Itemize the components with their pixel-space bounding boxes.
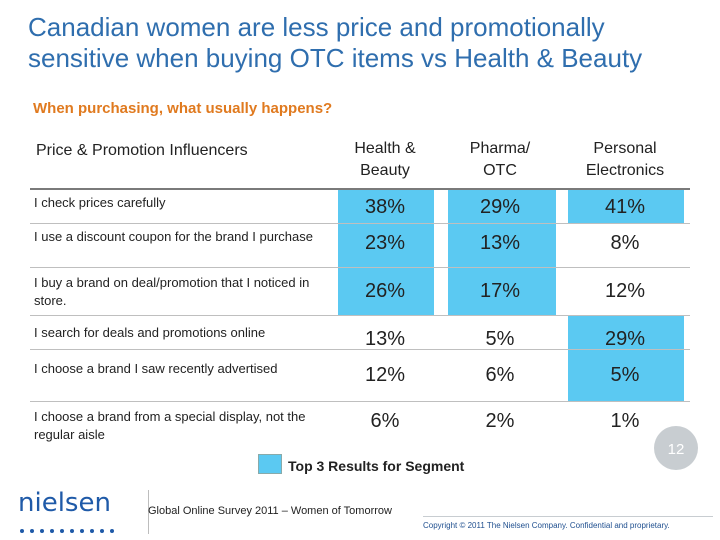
highlight-cell [338, 190, 434, 223]
header-line: Beauty [360, 162, 410, 179]
value-pharma-otc: 5% [485, 328, 515, 350]
value-personal-electronics: 12% [604, 280, 646, 302]
row-label: I choose a brand I saw recently advertis… [34, 361, 278, 376]
source-note: Global Online Survey 2011 – Women of Tom… [148, 505, 392, 517]
header-health-beauty: Health & Beauty [330, 138, 440, 182]
highlight-cell [448, 268, 556, 315]
value-personal-electronics: 1% [610, 410, 640, 432]
value-pharma-otc: 2% [485, 410, 515, 432]
highlight-cell [568, 350, 684, 401]
value-health-beauty: 23% [364, 232, 406, 254]
value-health-beauty: 26% [364, 280, 406, 302]
row-label: I search for deals and promotions online [34, 325, 266, 340]
header-divider [30, 188, 690, 190]
row-label: I use a discount coupon for the brand I … [34, 229, 313, 244]
footer-rule [423, 516, 713, 517]
value-personal-electronics: 5% [610, 364, 640, 386]
table-row: I choose a brand from a special display,… [30, 402, 690, 448]
header-line: Electronics [585, 162, 665, 179]
value-pharma-otc: 13% [479, 232, 521, 254]
page-number: 12 [654, 426, 698, 470]
value-pharma-otc: 17% [479, 280, 521, 302]
value-health-beauty: 6% [370, 410, 400, 432]
row-label: I check prices carefully [34, 195, 166, 210]
row-label: I choose a brand from a special display,… [34, 409, 306, 442]
highlight-cell [568, 316, 684, 349]
table-row: I use a discount coupon for the brand I … [30, 224, 690, 268]
value-pharma-otc: 29% [479, 196, 521, 218]
logo-dots [20, 520, 120, 538]
value-health-beauty: 12% [364, 364, 406, 386]
nielsen-logo: nielsen [18, 488, 128, 533]
logo-wordmark: nielsen [18, 488, 111, 518]
table-row: I search for deals and promotions online… [30, 316, 690, 350]
value-personal-electronics: 8% [610, 232, 640, 254]
table-row: I buy a brand on deal/promotion that I n… [30, 268, 690, 316]
copyright-note: Copyright © 2011 The Nielsen Company. Co… [423, 521, 670, 530]
value-health-beauty: 38% [364, 196, 406, 218]
header-line: Health & [354, 140, 416, 157]
value-personal-electronics: 29% [604, 328, 646, 350]
header-pharma-otc: Pharma/ OTC [440, 138, 560, 182]
survey-question: When purchasing, what usually happens? [33, 100, 333, 117]
highlight-cell [448, 190, 556, 223]
header-personal-electronics: Personal Electronics [560, 138, 690, 182]
header-line: Personal [593, 140, 657, 157]
legend-swatch [258, 454, 282, 474]
header-influencers: Price & Promotion Influencers [36, 142, 248, 159]
highlight-cell [338, 224, 434, 267]
table-row: I choose a brand I saw recently advertis… [30, 350, 690, 402]
value-health-beauty: 13% [364, 328, 406, 350]
footer-divider [148, 490, 149, 534]
table-row: I check prices carefully 38% 29% 41% [30, 190, 690, 224]
value-personal-electronics: 41% [604, 196, 646, 218]
header-line: OTC [483, 162, 517, 179]
table-header: Price & Promotion Influencers Health & B… [30, 130, 690, 188]
row-label: I buy a brand on deal/promotion that I n… [34, 275, 310, 308]
value-pharma-otc: 6% [485, 364, 515, 386]
header-line: Pharma/ [469, 140, 531, 157]
slide-title: Canadian women are less price and promot… [28, 12, 643, 73]
legend-label: Top 3 Results for Segment [288, 458, 465, 474]
highlight-cell [568, 190, 684, 223]
highlight-cell [338, 268, 434, 315]
influencers-table: Price & Promotion Influencers Health & B… [30, 130, 690, 448]
highlight-cell [448, 224, 556, 267]
